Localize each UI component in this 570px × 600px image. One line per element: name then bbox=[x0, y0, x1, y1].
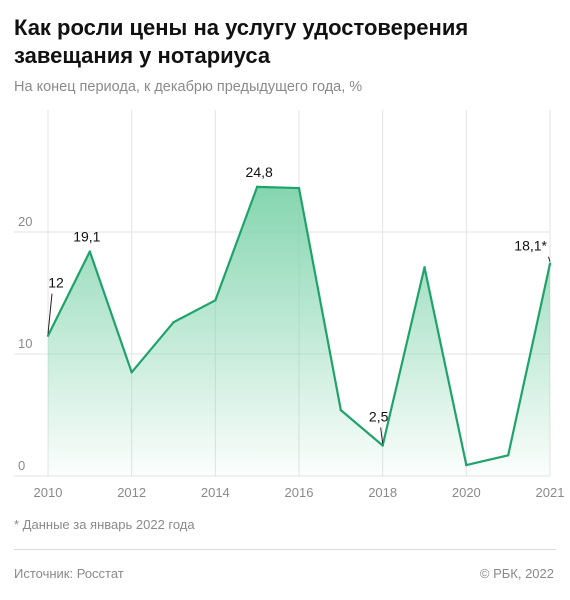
series-area bbox=[48, 186, 550, 477]
data-point bbox=[465, 463, 468, 467]
data-point bbox=[172, 321, 175, 324]
data-label-leader bbox=[548, 256, 551, 262]
data-point bbox=[381, 444, 384, 447]
data-label-leader bbox=[380, 427, 384, 444]
x-tick-label: 2012 bbox=[117, 485, 146, 500]
x-tick-label: 2018 bbox=[368, 485, 397, 500]
x-tick-label: 2021 bbox=[536, 485, 565, 500]
data-point bbox=[339, 408, 343, 412]
data-point bbox=[297, 186, 301, 190]
x-tick-label: 2014 bbox=[201, 485, 230, 500]
data-point bbox=[506, 454, 510, 457]
x-tick-label: 2010 bbox=[34, 485, 63, 500]
data-label: 24,8 bbox=[246, 164, 273, 180]
copyright: © РБК, 2022 bbox=[479, 566, 554, 581]
data-point bbox=[423, 266, 426, 269]
y-tick-label: 10 bbox=[18, 336, 32, 351]
y-tick-label: 0 bbox=[18, 458, 25, 473]
data-point bbox=[88, 250, 92, 253]
data-label: 2,5 bbox=[369, 409, 389, 425]
data-label-leader bbox=[47, 293, 53, 334]
data-label: 18,1* bbox=[514, 238, 547, 254]
chart-subtitle: На конец периода, к декабрю предыдущего … bbox=[14, 79, 363, 95]
data-point bbox=[548, 262, 552, 265]
data-point bbox=[46, 334, 50, 337]
data-point bbox=[214, 299, 217, 302]
x-tick-label: 2020 bbox=[452, 485, 481, 500]
source-note: Источник: Росстат bbox=[14, 566, 124, 581]
area-chart: 0 10 20 2010 2012 2014 2016 2018 2020 2021 12 19,1 2… bbox=[14, 110, 565, 500]
data-label: 12 bbox=[48, 275, 64, 291]
data-label: 19,1 bbox=[73, 229, 100, 245]
chart-title: Как росли цены на услугу удостоверения з… bbox=[14, 15, 469, 68]
x-tick-label: 2016 bbox=[285, 485, 314, 500]
data-point bbox=[255, 185, 259, 189]
data-point bbox=[130, 371, 133, 374]
footnote: * Данные за январь 2022 года bbox=[14, 517, 195, 532]
footer-divider bbox=[14, 549, 556, 550]
y-tick-label: 20 bbox=[18, 214, 32, 229]
